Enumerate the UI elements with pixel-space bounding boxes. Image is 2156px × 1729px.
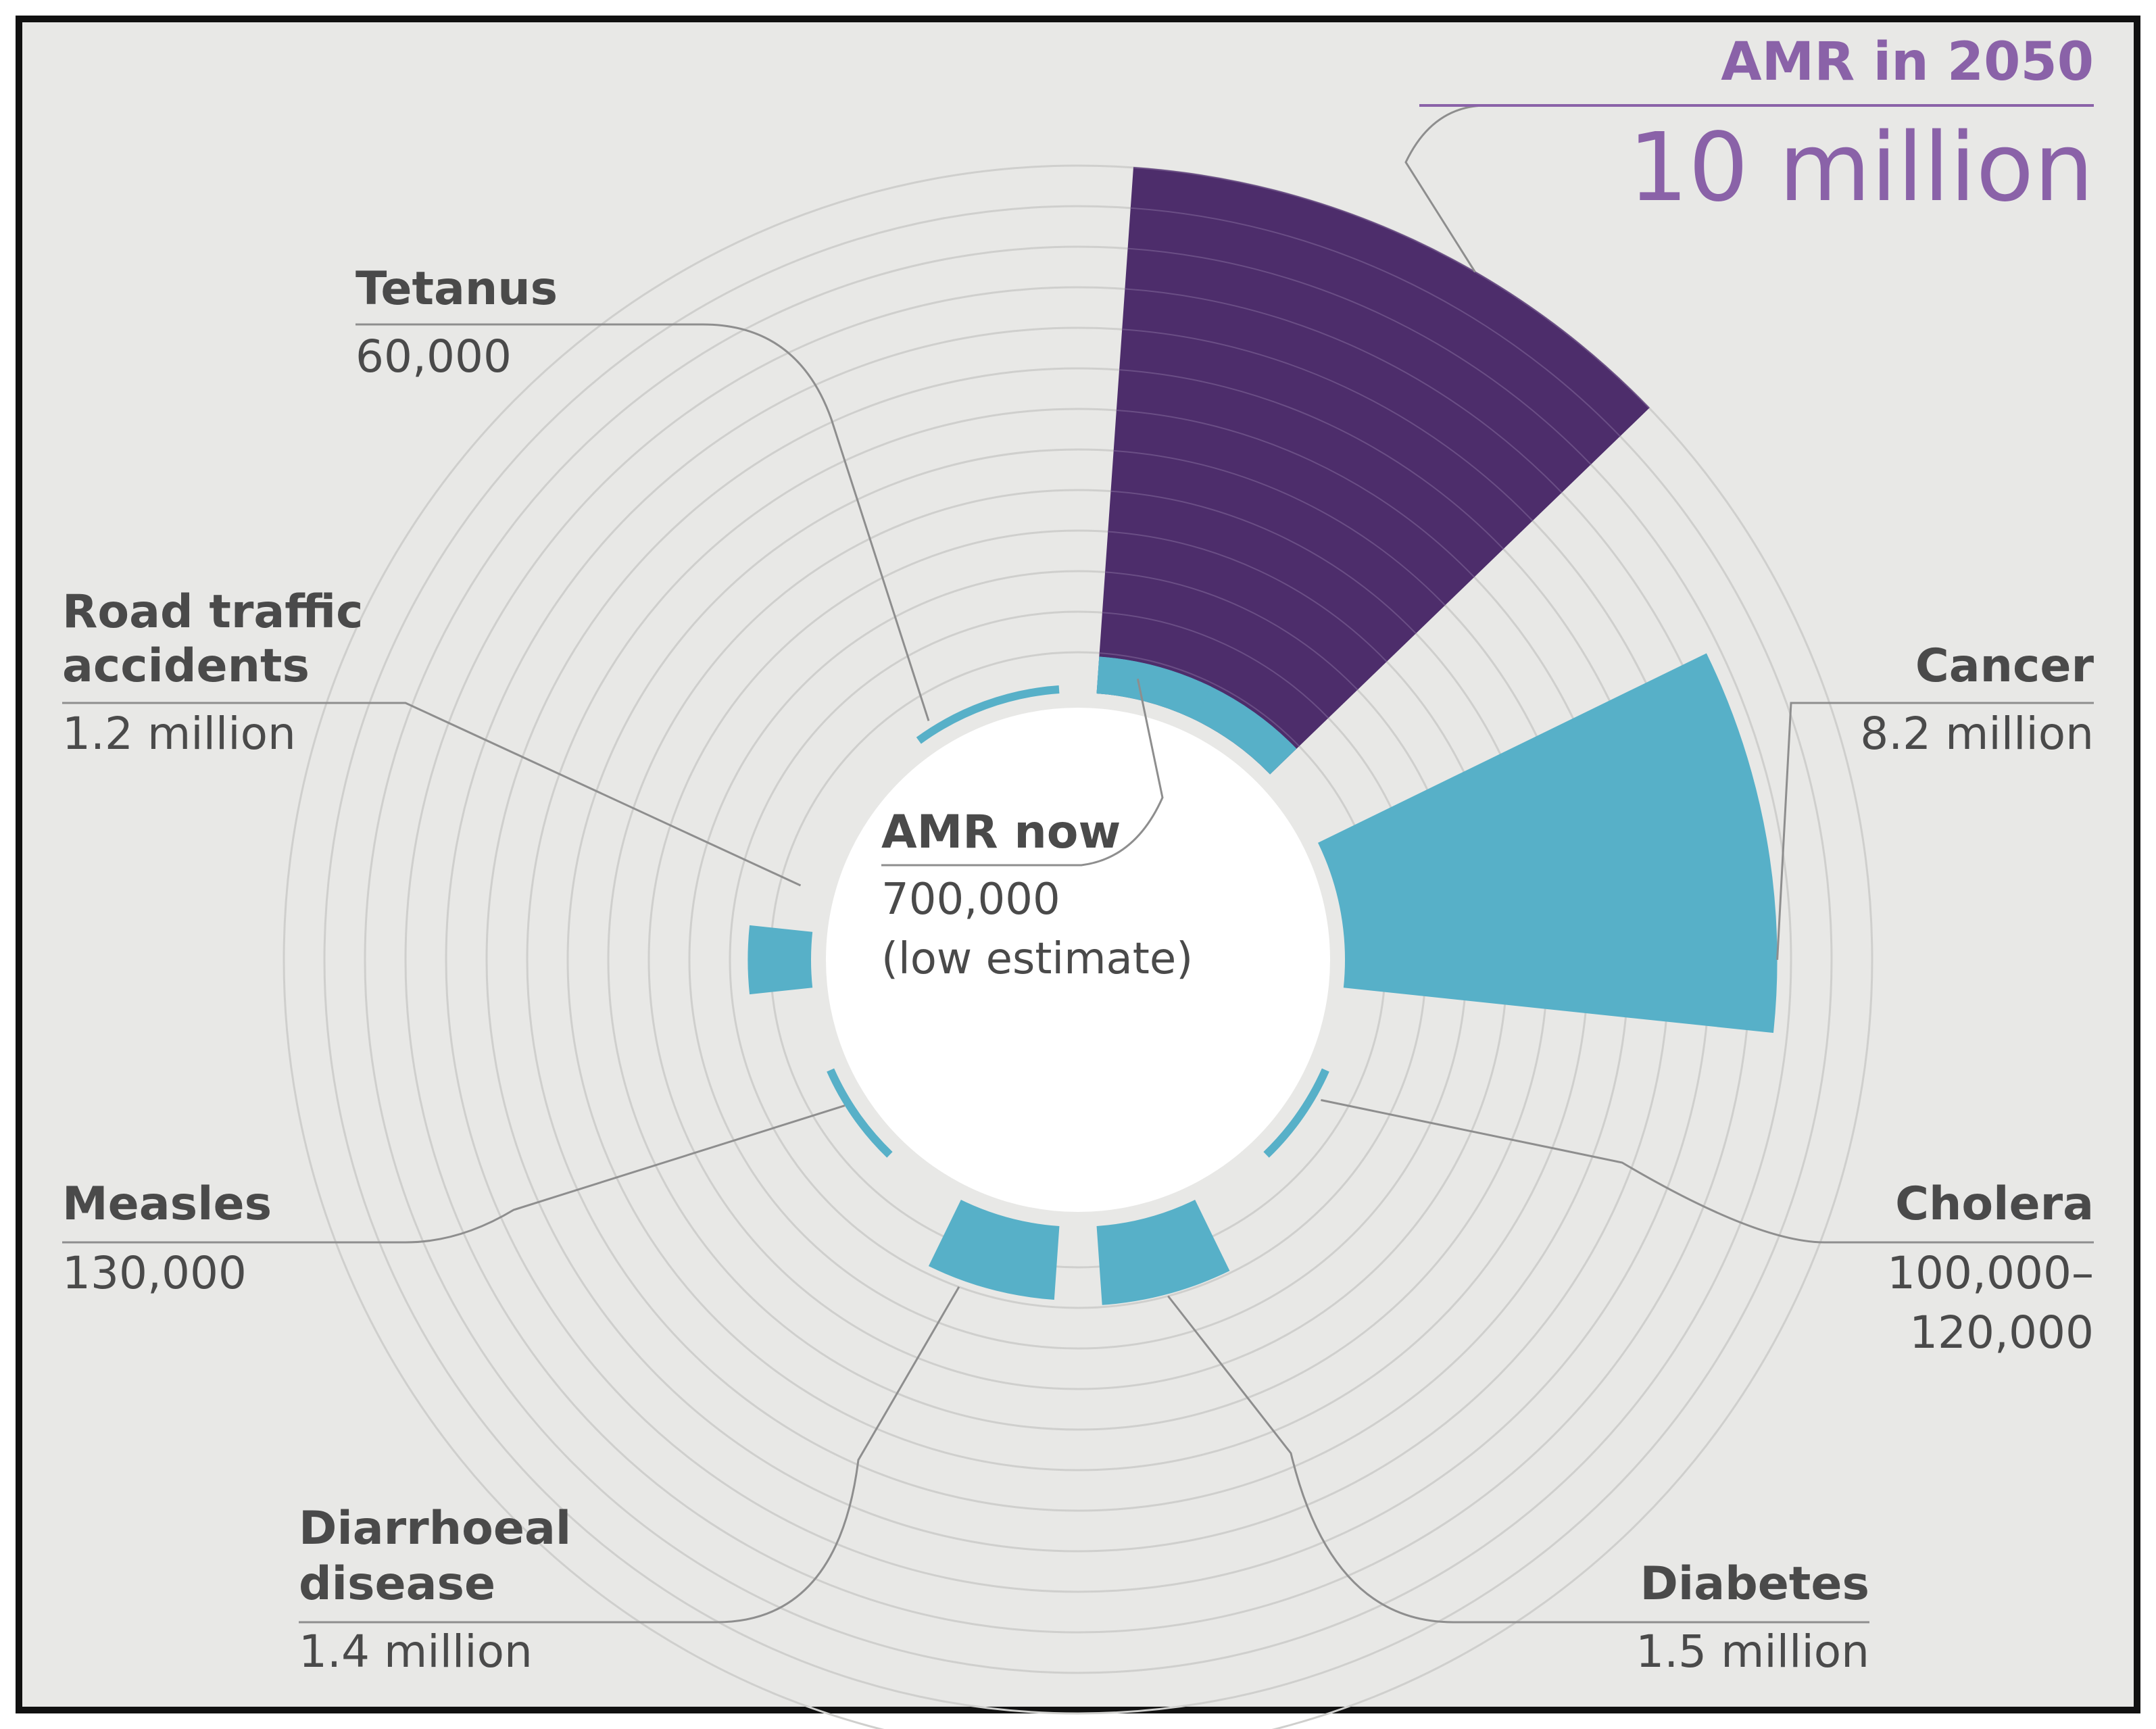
- bars: [748, 166, 1778, 1305]
- label-cholera-name: Cholera: [1895, 1177, 2094, 1231]
- label-cancer-value: 8.2 million: [1860, 708, 2094, 760]
- center-value: 700,000: [881, 875, 1060, 925]
- label-diarrhoeal-name-2: disease: [299, 1557, 495, 1611]
- bar-amr-2050-ring-12: [1130, 207, 1621, 437]
- hero-value: 10 million: [1628, 113, 2094, 223]
- bar-amr-2050-ring-7: [1116, 409, 1475, 578]
- bar-amr-2050-ring-2: [1102, 612, 1329, 719]
- label-cancer-name: Cancer: [1915, 639, 2094, 693]
- label-diabetes-value: 1.5 million: [1636, 1626, 1869, 1678]
- label-diabetes-name: Diabetes: [1640, 1557, 1869, 1611]
- leader-diarrhoeal: [299, 1286, 960, 1624]
- bar-tetanus: [916, 685, 1060, 744]
- bar-diabetes: [1096, 1200, 1230, 1305]
- label-diarrhoeal-value: 1.4 million: [299, 1626, 533, 1678]
- bar-amr-2050-ring-8: [1119, 369, 1504, 550]
- bar-amr-in-2050-2050: [1096, 167, 1650, 775]
- leader-amr-now: [881, 678, 1164, 867]
- label-tetanus-value: 60,000: [356, 331, 512, 383]
- bar-amr-2050-ring-10: [1125, 288, 1563, 493]
- bar-amr-2050-ring-13: [1133, 166, 1650, 409]
- label-measles-value: 130,000: [62, 1247, 247, 1299]
- grid-ring-11: [364, 245, 1792, 1674]
- bar-diarrhoeal: [928, 1200, 1060, 1300]
- bar-amr-2050-ring-3: [1105, 571, 1358, 691]
- bar-amr-2050-ring-5: [1110, 490, 1417, 634]
- bar-cancer: [1318, 653, 1778, 1033]
- label-road-traffic-name: Road traffic: [62, 585, 363, 639]
- leader-lines: [62, 104, 2094, 1624]
- label-cholera-value: 100,000–: [1887, 1247, 2094, 1299]
- bar-amr-2050-ring-1: [1099, 652, 1300, 747]
- label-cholera-value-2: 120,000: [1909, 1307, 2094, 1359]
- label-measles-name: Measles: [62, 1177, 272, 1231]
- leader-measles: [62, 1104, 846, 1244]
- bar-amr-2050-ring-6: [1113, 449, 1446, 606]
- leader-diabetes: [1167, 1295, 1869, 1624]
- leader-tetanus: [356, 323, 930, 721]
- grid-ring-13: [283, 164, 1873, 1729]
- hero-title: AMR in 2050: [1721, 32, 2094, 93]
- label-diarrhoeal-name: Diarrhoeal: [299, 1502, 571, 1555]
- label-road-traffic-name-2: accidents: [62, 639, 310, 693]
- center-title: AMR now: [881, 806, 1121, 859]
- bar-amr-2050-ring-9: [1122, 328, 1534, 522]
- bar-cholera: [1263, 1068, 1329, 1158]
- label-tetanus-name: Tetanus: [356, 262, 558, 316]
- bar-measles: [827, 1068, 893, 1158]
- bar-amr-2050-ring-11: [1127, 247, 1592, 465]
- label-road-traffic-value: 1.2 million: [62, 708, 296, 760]
- bar-road-traffic: [748, 925, 813, 995]
- grid-ring-12: [323, 205, 1833, 1715]
- leader-cholera: [1321, 1099, 2094, 1244]
- bar-amr-2050-ring-4: [1108, 531, 1388, 662]
- center-note: (low estimate): [881, 934, 1193, 984]
- center-disc: [826, 708, 1330, 1212]
- bar-amr-now: [1096, 656, 1212, 720]
